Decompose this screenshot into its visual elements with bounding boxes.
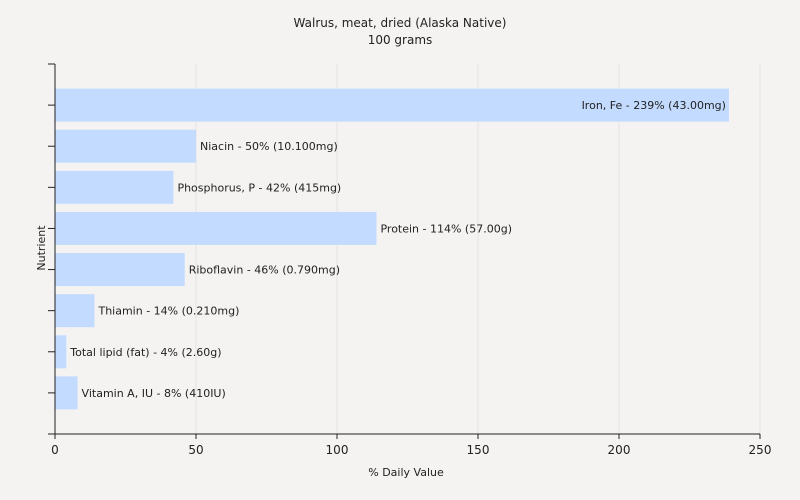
bar <box>55 253 185 287</box>
bar <box>55 88 729 122</box>
grid <box>195 64 761 434</box>
bar-label: Phosphorus, P - 42% (415mg) <box>177 181 341 194</box>
x-tick-label: 200 <box>608 443 631 457</box>
bar-label: Niacin - 50% (10.100mg) <box>200 140 338 153</box>
bar-label: Thiamin - 14% (0.210mg) <box>97 305 239 318</box>
bars: Iron, Fe - 239% (43.00mg) Niacin - 50% (1… <box>55 88 729 410</box>
bar-label: Iron, Fe - 239% (43.00mg) <box>582 99 726 112</box>
bar <box>55 129 196 163</box>
chart-title: Walrus, meat, dried (Alaska Native) <box>294 16 507 30</box>
chart-subtitle: 100 grams <box>368 33 433 47</box>
bar-label: Riboflavin - 46% (0.790mg) <box>189 264 340 277</box>
axes <box>48 63 760 435</box>
bar-label: Total lipid (fat) - 4% (2.60g) <box>69 346 221 359</box>
bar <box>55 376 78 410</box>
x-tick-label: 100 <box>326 443 349 457</box>
bar <box>55 294 95 328</box>
y-axis-label: Nutrient <box>35 225 48 271</box>
x-tick-label: 250 <box>749 443 772 457</box>
x-ticks: 0 50 100 150 200 250 <box>51 434 771 457</box>
bar <box>55 211 377 245</box>
x-tick-label: 0 <box>51 443 59 457</box>
bar <box>55 335 67 369</box>
bar <box>55 170 174 204</box>
x-axis-label: % Daily Value <box>368 466 444 479</box>
bar-label: Vitamin A, IU - 8% (410IU) <box>82 387 226 400</box>
bar-label: Protein - 114% (57.00g) <box>380 222 512 235</box>
x-tick-label: 150 <box>467 443 490 457</box>
x-tick-label: 50 <box>188 443 203 457</box>
